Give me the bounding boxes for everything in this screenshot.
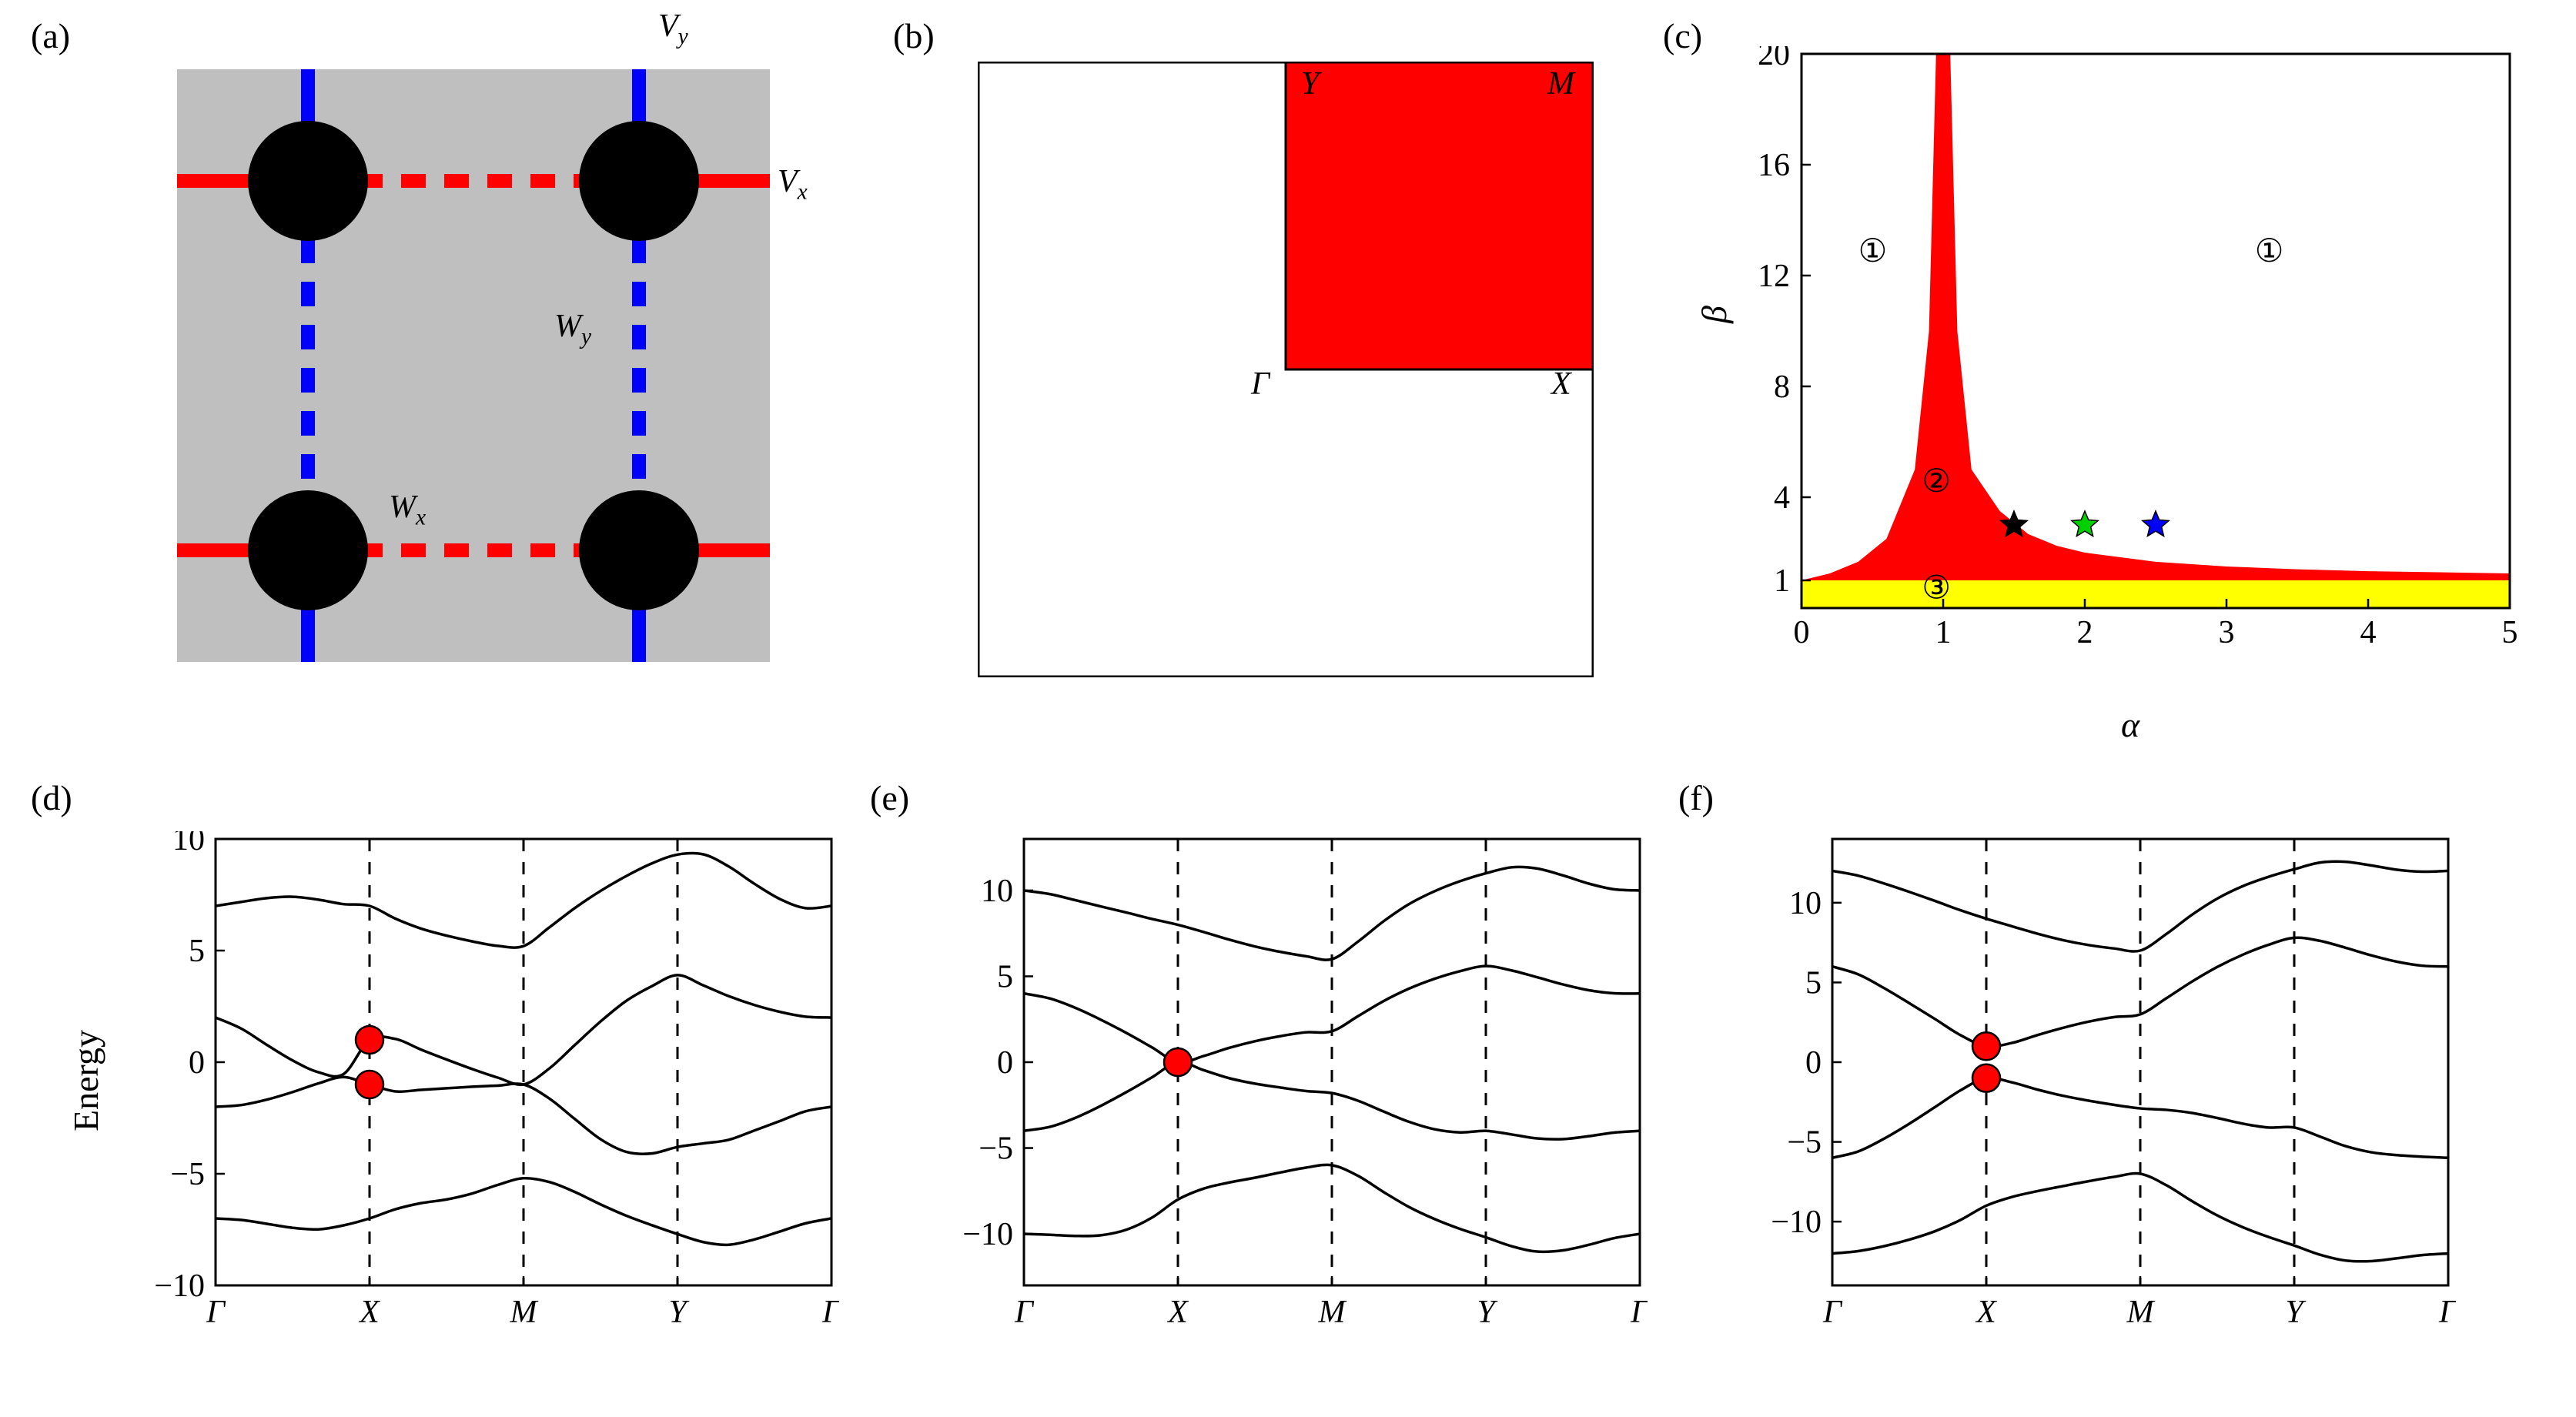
panel-f-svg: −10 −5 0 5 10 Γ X M Y Γ <box>1771 831 2456 1332</box>
dirac-marker-0 <box>356 1026 383 1054</box>
c-ytick: 12 <box>1758 259 1790 294</box>
ytick: −5 <box>979 1131 1013 1167</box>
ytick: −10 <box>1771 1205 1822 1240</box>
panel-d-svg: −10 −5 0 5 10 Γ X M Y Γ <box>154 831 839 1332</box>
site-br <box>579 490 699 610</box>
kpath-label: X <box>1975 1295 1998 1330</box>
label-vy: Vy <box>658 8 688 49</box>
bz-y: Y <box>1301 65 1319 102</box>
panel-a-svg <box>177 69 770 662</box>
ytick: 5 <box>997 959 1013 994</box>
site-tl <box>248 121 368 241</box>
ytick: −5 <box>170 1157 205 1192</box>
c-ytick: 16 <box>1758 148 1790 183</box>
c-ytick: 4 <box>1774 480 1790 516</box>
c-xtick: 4 <box>2360 615 2377 650</box>
c-ytick: 8 <box>1774 369 1790 405</box>
panel-label-d: (d) <box>31 777 72 818</box>
ytick: −10 <box>154 1268 205 1304</box>
kpath-label: M <box>2126 1295 2156 1330</box>
region-label-1b: ① <box>2255 234 2284 269</box>
panel-label-f: (f) <box>1678 777 1714 818</box>
ytick: 10 <box>172 831 205 857</box>
site-tr <box>579 121 699 241</box>
c-xlabel: α <box>2121 704 2139 745</box>
label-wy: Wy <box>554 308 591 349</box>
c-ylabel: β <box>1694 306 1735 323</box>
panel-label-b: (b) <box>893 15 935 56</box>
kpath-label: Γ <box>206 1295 226 1330</box>
dirac-marker-1 <box>1972 1064 2000 1092</box>
panel-e-svg: −10 −5 0 5 10 Γ X M Y Γ <box>962 831 1648 1332</box>
label-vx: Vx <box>778 163 808 205</box>
bz-m: M <box>1547 65 1574 102</box>
kpath-label: Y <box>2285 1295 2307 1330</box>
kpath-label: Γ <box>821 1295 839 1330</box>
kpath-label: Y <box>1477 1295 1498 1330</box>
region-label-3: ③ <box>1922 570 1951 606</box>
kpath-label: M <box>1318 1295 1347 1330</box>
panel-c-svg: 012345148121620①①②③ <box>1748 46 2517 662</box>
region-3 <box>1802 580 2510 608</box>
bz-gamma: Γ <box>1251 366 1270 403</box>
kpath-label: X <box>1166 1295 1189 1330</box>
kpath-label: Y <box>668 1295 690 1330</box>
c-xtick: 2 <box>2077 615 2093 650</box>
ytick: 10 <box>1789 886 1822 921</box>
c-xtick: 5 <box>2502 615 2518 650</box>
bz-quadrant <box>1286 62 1593 369</box>
panel-label-a: (a) <box>31 15 70 56</box>
dirac-marker-0 <box>1164 1048 1192 1076</box>
panel-b-svg <box>978 62 1594 677</box>
ytick: −5 <box>1787 1125 1822 1161</box>
region-label-2: ② <box>1922 464 1951 500</box>
kpath-label: Γ <box>2438 1295 2456 1330</box>
c-xtick: 0 <box>1794 615 1810 650</box>
site-bl <box>248 490 368 610</box>
c-ytick: 20 <box>1758 46 1790 72</box>
ytick: 10 <box>981 874 1013 909</box>
kpath-label: M <box>510 1295 539 1330</box>
ytick: −10 <box>962 1217 1013 1252</box>
label-wx: Wx <box>389 489 426 530</box>
kpath-label: Γ <box>1630 1295 1648 1330</box>
bz-x: X <box>1551 366 1571 403</box>
ytick: 0 <box>1805 1045 1822 1081</box>
kpath-label: Γ <box>1014 1295 1035 1330</box>
c-xtick: 3 <box>2219 615 2235 650</box>
kpath-label: Γ <box>1822 1295 1843 1330</box>
d-ylabel: Energy <box>65 1030 106 1131</box>
dirac-marker-0 <box>1972 1032 2000 1060</box>
ytick: 0 <box>189 1045 205 1081</box>
ytick: 5 <box>189 934 205 969</box>
region-2 <box>1802 54 2510 580</box>
region-label-1a: ① <box>1858 234 1888 269</box>
kpath-label: X <box>358 1295 381 1330</box>
c-xtick: 1 <box>1935 615 1952 650</box>
phase-star-1 <box>2072 511 2098 536</box>
panel-label-c: (c) <box>1663 15 1702 56</box>
c-ytick: 1 <box>1774 563 1790 599</box>
dirac-marker-1 <box>356 1071 383 1098</box>
phase-star-2 <box>2143 511 2169 536</box>
figure-root: (a) (b) (c) (d) (e) (f) Vy Vx Wy <box>0 0 2576 1417</box>
ytick: 0 <box>997 1045 1013 1081</box>
panel-label-e: (e) <box>870 777 909 818</box>
ytick: 5 <box>1805 965 1822 1001</box>
